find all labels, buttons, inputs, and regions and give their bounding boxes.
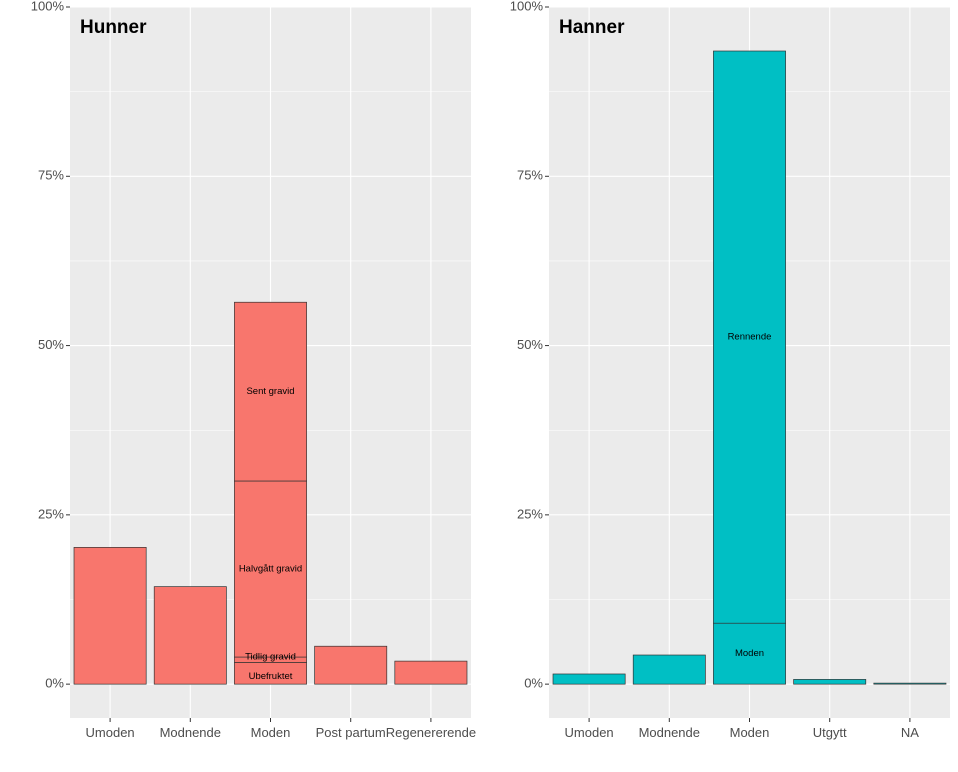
bar-utgytt-seg-0 xyxy=(793,679,867,685)
bar-moden-seg-3 xyxy=(234,301,307,482)
x-tick-label: Modnende xyxy=(639,725,700,740)
y-tick-label: 0% xyxy=(45,676,64,691)
bar-umoden-seg-0 xyxy=(552,673,626,685)
segment-label: Sent gravid xyxy=(246,386,294,397)
x-tick-label: Regenererende xyxy=(386,725,476,740)
chart-panel-0: Ubefruktet Tidlig gravid Halvgått gravid Se… xyxy=(31,0,476,740)
y-tick-label: 25% xyxy=(38,506,64,521)
x-tick-label: Post partum xyxy=(316,725,386,740)
y-tick-label: 50% xyxy=(38,337,64,352)
bar-moden-seg-0 xyxy=(713,622,786,685)
bar-moden-seg-1 xyxy=(713,50,786,624)
y-tick-label: 75% xyxy=(38,168,64,183)
bar-post-partum-seg-0 xyxy=(314,645,388,685)
segment-label: Ubefruktet xyxy=(249,671,293,682)
x-tick-label: NA xyxy=(901,725,919,740)
x-tick-label: Umoden xyxy=(86,725,135,740)
x-tick-label: Moden xyxy=(730,725,770,740)
bar-umoden-seg-0 xyxy=(73,547,147,685)
segment-label: Tidlig gravid xyxy=(245,651,296,662)
y-tick-label: 75% xyxy=(517,168,543,183)
bar-regenererende-seg-0 xyxy=(394,660,468,685)
panel-title: Hanner xyxy=(559,17,625,38)
y-tick-label: 100% xyxy=(510,0,544,13)
x-tick-label: Moden xyxy=(251,725,291,740)
y-tick-label: 50% xyxy=(517,337,543,352)
segment-label: Moden xyxy=(735,648,764,659)
x-tick-label: Umoden xyxy=(565,725,614,740)
y-tick-label: 0% xyxy=(524,676,543,691)
chart-panel-1: Moden Rennende 0% 25% 50% 75% 100% Umoden Modnen… xyxy=(510,0,950,740)
bar-na-seg-0 xyxy=(873,682,947,685)
y-tick-label: 25% xyxy=(517,506,543,521)
x-tick-label: Modnende xyxy=(160,725,221,740)
x-tick-label: Utgytt xyxy=(813,725,847,740)
y-tick-label: 100% xyxy=(31,0,65,13)
segment-label: Rennende xyxy=(728,332,772,343)
panel-title: Hunner xyxy=(80,17,147,38)
bar-moden-seg-2 xyxy=(234,480,307,658)
bar-modnende-seg-0 xyxy=(632,654,706,685)
bar-modnende-seg-0 xyxy=(153,586,227,685)
segment-label: Halvgått gravid xyxy=(239,564,302,575)
